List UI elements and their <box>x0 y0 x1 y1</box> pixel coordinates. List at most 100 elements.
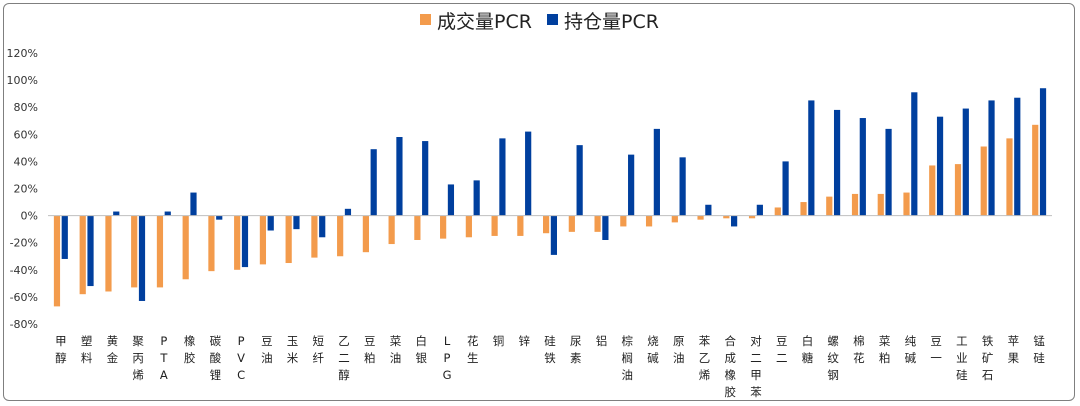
bar-oi-30 <box>833 109 841 216</box>
bar-oi-38 <box>1039 88 1047 216</box>
category-label: 白银 <box>416 334 428 365</box>
bar-volume-14 <box>414 215 421 240</box>
category-label: 白糖 <box>802 334 814 365</box>
bar-oi-7 <box>241 215 249 268</box>
category-label: 短纤 <box>313 334 325 365</box>
bar-oi-21 <box>602 215 609 240</box>
category-label: 碳酸锂 <box>210 334 222 382</box>
bar-oi-15 <box>447 184 455 216</box>
category-label: 豆粕 <box>364 334 376 365</box>
category-label: 原油 <box>673 334 685 365</box>
category-label: 甲醇 <box>55 334 67 365</box>
legend-swatch-0 <box>420 14 431 25</box>
bar-volume-12 <box>362 215 369 253</box>
y-tick-label: 120% <box>7 47 38 60</box>
bar-oi-32 <box>885 128 892 216</box>
bar-volume-36 <box>980 146 987 216</box>
bar-oi-2 <box>113 211 120 216</box>
bar-volume-35 <box>954 164 962 216</box>
y-tick-label: 20% <box>14 183 38 196</box>
category-label: 豆油 <box>261 334 273 365</box>
bar-volume-17 <box>491 215 498 236</box>
bar-oi-24 <box>679 157 686 216</box>
category-label: 铝 <box>596 334 608 348</box>
category-label: 橡胶 <box>184 334 196 365</box>
bar-oi-1 <box>87 215 94 287</box>
category-label: 烧碱 <box>647 334 659 365</box>
bar-oi-10 <box>319 215 326 238</box>
legend-swatch-1 <box>547 14 558 25</box>
category-label: 花生 <box>467 334 479 365</box>
y-tick-label: -40% <box>10 264 38 277</box>
y-tick-label: 40% <box>14 155 38 168</box>
bar-oi-3 <box>138 215 146 301</box>
category-label: 黄金 <box>107 334 119 365</box>
bar-oi-36 <box>988 100 995 216</box>
category-label: 棉花 <box>853 334 865 365</box>
category-label: 棕榈油 <box>621 334 633 382</box>
chart-frame <box>3 3 1075 401</box>
category-label: 合成橡胶 <box>724 334 736 399</box>
bar-oi-16 <box>473 180 480 216</box>
bar-volume-5 <box>182 215 189 280</box>
category-label: 锌 <box>519 334 531 348</box>
category-label: 菜粕 <box>879 334 891 365</box>
bar-oi-37 <box>1014 97 1021 216</box>
bar-volume-21 <box>594 215 601 232</box>
category-label: 玉米 <box>287 334 299 365</box>
legend: 成交量PCR 持仓量PCR <box>420 11 659 33</box>
bars <box>53 88 1047 307</box>
category-label: 铜 <box>493 334 505 348</box>
bar-oi-26 <box>731 215 738 227</box>
bar-volume-18 <box>517 215 524 236</box>
bar-volume-23 <box>645 215 653 227</box>
bar-volume-38 <box>1032 124 1039 216</box>
bar-oi-19 <box>550 215 557 255</box>
bar-oi-6 <box>216 215 223 220</box>
bar-volume-29 <box>800 202 807 216</box>
bar-volume-16 <box>465 215 472 238</box>
bar-volume-8 <box>259 215 267 265</box>
bar-oi-9 <box>293 215 300 230</box>
category-label: 工业硅 <box>956 334 968 382</box>
bar-volume-32 <box>877 193 884 216</box>
bar-oi-27 <box>756 204 763 216</box>
bar-oi-5 <box>190 192 197 216</box>
bar-volume-22 <box>620 215 627 227</box>
bar-volume-15 <box>440 215 447 239</box>
bar-volume-4 <box>156 215 164 288</box>
category-label: 聚丙烯 <box>132 334 144 382</box>
bar-oi-14 <box>422 141 429 216</box>
legend-label-0: 成交量PCR <box>437 11 532 33</box>
bar-volume-31 <box>851 193 859 216</box>
bar-oi-29 <box>808 100 815 216</box>
bar-oi-23 <box>653 128 660 216</box>
bar-oi-11 <box>344 208 352 216</box>
y-tick-label: 0% <box>21 210 38 223</box>
bar-oi-31 <box>859 118 866 216</box>
bar-oi-12 <box>370 149 377 216</box>
bar-volume-9 <box>285 215 292 264</box>
bar-volume-2 <box>105 215 112 292</box>
bar-oi-25 <box>705 204 712 216</box>
bar-volume-26 <box>723 215 730 219</box>
category-label: 铁矿石 <box>982 334 994 382</box>
category-label: 硅铁 <box>544 334 556 365</box>
y-tick-label: -60% <box>10 291 38 304</box>
bar-oi-20 <box>576 145 583 216</box>
bar-volume-30 <box>826 196 833 216</box>
bar-volume-7 <box>234 215 241 270</box>
bar-volume-13 <box>388 215 395 245</box>
bar-oi-4 <box>164 211 171 216</box>
bar-oi-0 <box>61 215 68 259</box>
bar-oi-18 <box>525 131 532 216</box>
bar-oi-35 <box>962 108 969 216</box>
bar-oi-33 <box>911 92 918 216</box>
category-label: 纯碱 <box>905 334 917 365</box>
bar-volume-27 <box>748 215 756 219</box>
